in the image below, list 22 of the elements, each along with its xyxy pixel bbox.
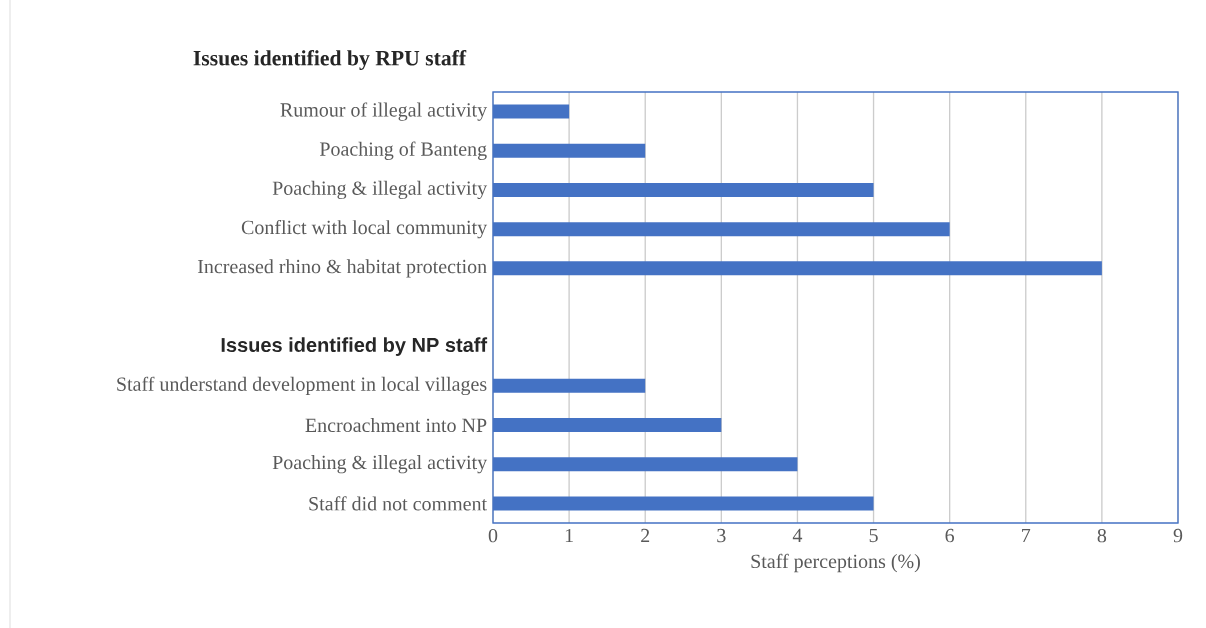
x-tick-label: 8 — [1097, 528, 1107, 543]
y-tick-label: Issues identified by NP staff — [221, 337, 488, 356]
x-tick-label: 9 — [1173, 528, 1183, 543]
x-tick-label: 1 — [565, 528, 573, 543]
x-tick-label: 7 — [1022, 528, 1031, 542]
x-tick-label: 2 — [641, 528, 650, 543]
x-tick-label: 0 — [488, 528, 498, 543]
x-tick-label: 5 — [869, 528, 878, 543]
y-tick-label: Staff understand development in local villages — [117, 376, 487, 396]
x-tick-label: 3 — [717, 528, 726, 543]
y-tick-label: Encroachment into NP — [305, 418, 487, 433]
y-tick-label: Poaching & illegal activity — [272, 455, 488, 474]
chart-title: Issues identified by RPU staff — [193, 50, 467, 70]
x-tick-label: 4 — [792, 528, 803, 543]
y-tick-label: Conflict with local community — [241, 219, 488, 239]
x-axis-title: Staff perceptions (%) — [751, 553, 920, 573]
y-tick-label: Rumour of illegal activity — [280, 102, 488, 121]
y-tick-label: Poaching & illegal activity — [272, 180, 488, 200]
y-tick-label: Staff did not comment — [309, 496, 487, 511]
x-tick-label: 6 — [945, 528, 955, 543]
y-tick-label: Increased rhino & habitat protection — [197, 259, 487, 278]
y-tick-label: Poaching of Banteng — [319, 141, 487, 160]
